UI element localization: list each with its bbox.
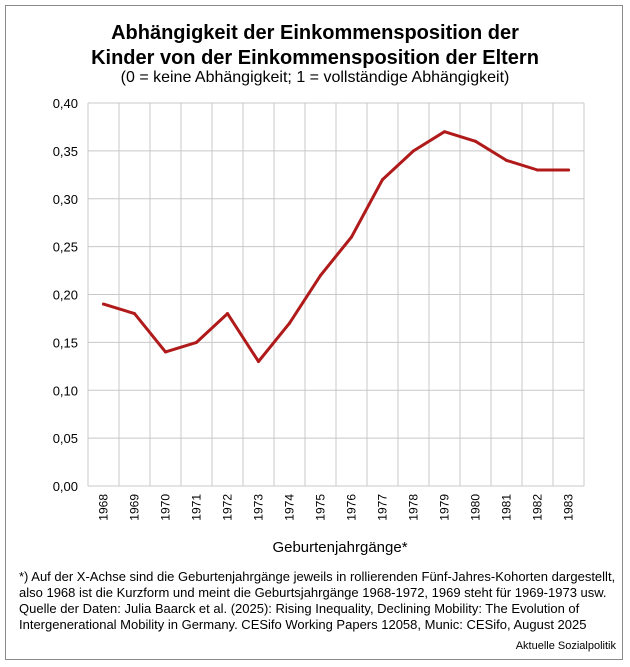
data-point [102, 302, 105, 306]
y-tick-label: 0,15 [53, 335, 78, 350]
data-point [288, 321, 291, 325]
footnote-line-1: *) Auf der X-Achse sind die Geburtenjahr… [19, 569, 616, 584]
data-point [133, 312, 136, 316]
x-tick-label: 1973 [252, 494, 266, 521]
data-point [195, 340, 198, 344]
footnote-line-4: Intergenerational Mobility in Germany. C… [19, 617, 587, 632]
x-tick-label: 1970 [159, 494, 173, 521]
data-point [474, 139, 477, 143]
x-tick-label: 1969 [128, 494, 142, 521]
x-tick-label: 1982 [531, 494, 545, 521]
data-point [536, 168, 539, 172]
x-tick-label: 1978 [407, 494, 421, 521]
y-tick-label: 0,05 [53, 431, 78, 446]
y-tick-label: 0,25 [53, 240, 78, 255]
x-tick-label: 1975 [314, 494, 328, 521]
data-point [412, 149, 415, 153]
series-line [102, 130, 570, 363]
x-axis-label: Geburtenjahrgänge* [272, 539, 408, 556]
y-tick-label: 0,10 [53, 383, 78, 398]
chart-subtitle: (0 = keine Abhängigkeit; 1 = vollständig… [120, 69, 510, 86]
chart-frame [5, 5, 623, 660]
x-tick-label: 1981 [500, 494, 514, 521]
data-point [350, 235, 353, 239]
x-tick-label: 1971 [190, 494, 204, 521]
y-tick-label: 0,20 [53, 288, 78, 303]
data-point [319, 273, 322, 277]
y-tick-label: 0,35 [53, 144, 78, 159]
x-tick-label: 1983 [562, 494, 576, 521]
data-point [505, 158, 508, 162]
data-point [257, 360, 260, 364]
data-point [443, 130, 446, 134]
x-tick-label: 1976 [345, 494, 359, 521]
data-point [567, 168, 570, 172]
x-tick-label: 1972 [221, 494, 235, 521]
chart-title-line2: Kinder von der Einkommensposition der El… [91, 47, 539, 69]
footnote-line-3: Quelle der Daten: Julia Baarck et al. (2… [19, 601, 580, 616]
x-tick-label: 1979 [438, 494, 452, 521]
source-credit: Aktuelle Sozialpolitik [515, 640, 616, 652]
data-point [381, 178, 384, 182]
x-tick-label: 1968 [97, 494, 111, 521]
y-tick-label: 0,40 [53, 96, 78, 111]
y-tick-label: 0,30 [53, 192, 78, 207]
x-tick-label: 1980 [469, 494, 483, 521]
y-tick-label: 0,00 [53, 479, 78, 494]
x-tick-label: 1974 [283, 494, 297, 521]
chart-title-line1: Abhängigkeit der Einkommensposition der [111, 22, 519, 44]
footnote-line-2: also 1968 ist die Kurzform und meint die… [19, 585, 607, 600]
x-tick-label: 1977 [376, 494, 390, 521]
data-point [164, 350, 167, 354]
data-point [226, 312, 229, 316]
